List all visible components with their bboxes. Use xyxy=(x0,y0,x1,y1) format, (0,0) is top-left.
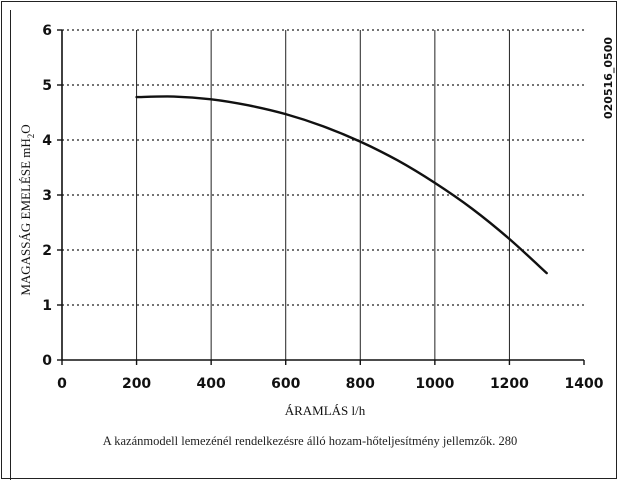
y-tick-label: 0 xyxy=(42,353,52,369)
grid xyxy=(62,29,584,360)
y-tick-label: 1 xyxy=(42,298,52,314)
y-tick-labels: 0 1 2 3 4 5 6 xyxy=(42,23,52,369)
frame-left-rule xyxy=(10,10,11,480)
x-axis-label: ÁRAMLÁS l/h xyxy=(285,403,366,418)
x-tick-labels: 0 200 400 600 800 1000 1200 1400 xyxy=(57,376,604,392)
x-tick-label: 1000 xyxy=(415,376,454,392)
y-axis-label: MAGASSÁG EMELÉSE mH2O xyxy=(18,124,36,295)
y-axis-label-main: MAGASSÁG EMELÉSE mH xyxy=(18,138,33,295)
y-tick-label: 2 xyxy=(42,243,52,259)
y-tick-label: 3 xyxy=(42,188,52,204)
x-tick-label: 200 xyxy=(122,376,151,392)
x-tick-label: 0 xyxy=(57,376,67,392)
x-tick-label: 800 xyxy=(346,376,375,392)
x-tick-label: 600 xyxy=(271,376,300,392)
series-line xyxy=(135,95,548,275)
side-code: 020516_0500 xyxy=(602,37,615,119)
x-tick-label: 1200 xyxy=(490,376,529,392)
y-tick-label: 6 xyxy=(42,23,52,39)
y-axis-label-sub: 2 xyxy=(26,134,36,139)
x-tick-label: 1400 xyxy=(565,376,604,392)
y-tick-label: 4 xyxy=(42,133,52,149)
series xyxy=(135,95,548,275)
axes xyxy=(57,29,585,365)
x-tick-label: 400 xyxy=(197,376,226,392)
y-tick-label: 5 xyxy=(42,78,52,94)
y-axis-label-suffix: O xyxy=(18,124,33,133)
figure-caption: A kazánmodell lemezénél rendelkezésre ál… xyxy=(102,434,518,448)
